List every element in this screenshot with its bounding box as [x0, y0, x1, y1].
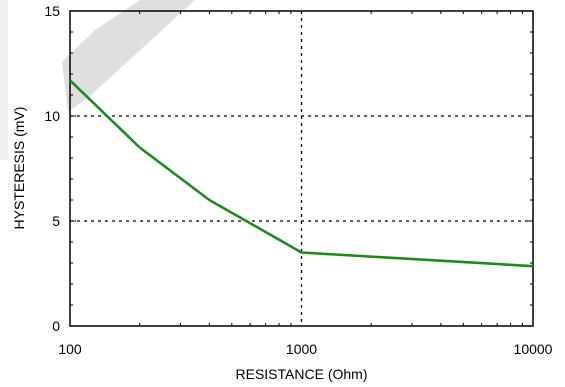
- x-axis-title: RESISTANCE (Ohm): [236, 366, 368, 382]
- y-tick-label-0: 0: [52, 318, 60, 334]
- x-tick-label-2: 10000: [514, 341, 553, 357]
- tick-labels: 100 1000 10000 0 5 10 15: [44, 3, 552, 357]
- watermark: [0, 0, 195, 160]
- x-tick-label-1: 1000: [286, 341, 317, 357]
- y-axis-title: HYSTERESIS (mV): [11, 107, 27, 230]
- grid-lines: [70, 11, 533, 326]
- y-tick-label-3: 15: [44, 3, 60, 19]
- x-tick-label-0: 100: [58, 341, 82, 357]
- series-layer: [69, 79, 534, 268]
- minor-ticks: [70, 11, 533, 326]
- y-tick-label-1: 5: [52, 213, 60, 229]
- y-tick-label-2: 10: [44, 108, 60, 124]
- series-line-0: [69, 79, 534, 268]
